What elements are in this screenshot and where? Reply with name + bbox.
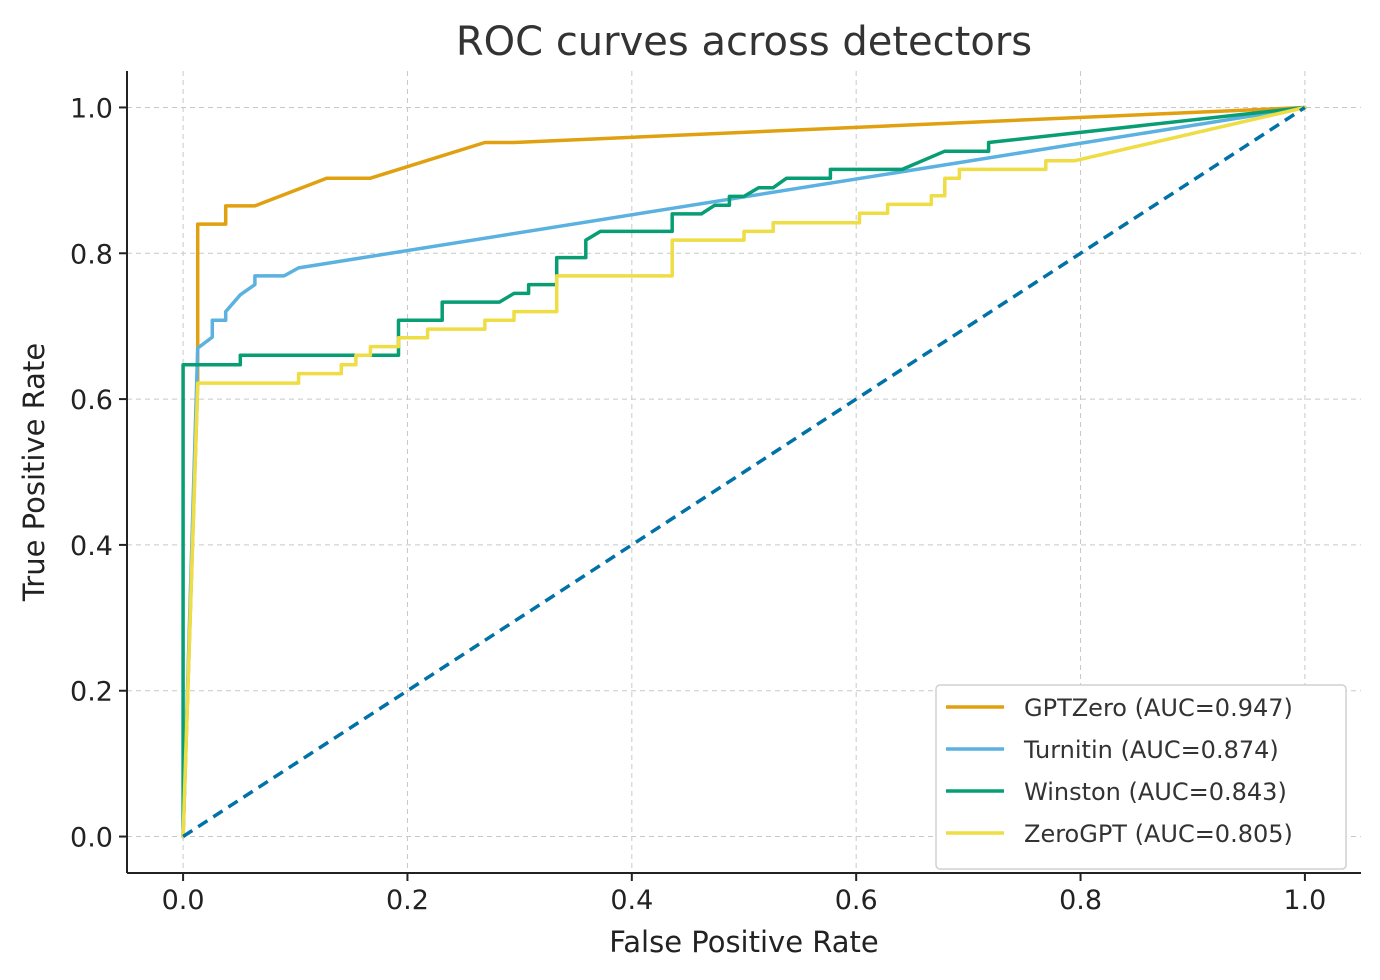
legend-entry-label: Winston (AUC=0.843) — [1024, 778, 1287, 806]
legend-entry-label: GPTZero (AUC=0.947) — [1024, 694, 1293, 722]
y-tick-label: 0.4 — [70, 531, 113, 562]
x-tick-label: 0.6 — [835, 885, 878, 916]
x-tick-label: 0.2 — [386, 885, 429, 916]
x-tick-label: 0.4 — [610, 885, 653, 916]
legend-frame — [935, 684, 1347, 870]
y-tick-label: 0.2 — [70, 677, 113, 708]
legend-entry-label: Turnitin (AUC=0.874) — [1023, 736, 1279, 764]
series-line-3 — [181, 105, 1307, 839]
series-line-1 — [181, 105, 1307, 839]
plot-lines — [181, 105, 1307, 839]
x-tick-label: 1.0 — [1283, 885, 1326, 916]
y-tick-label: 1.0 — [70, 93, 113, 124]
chart-title: ROC curves across detectors — [456, 19, 1032, 65]
ticks: 0.0 0.2 0.4 0.6 0.8 1.0 0.0 0.2 0.4 0.6 0.8 1.0 — [70, 93, 1326, 916]
axes — [126, 71, 1361, 874]
y-tick-label: 0.8 — [70, 239, 113, 270]
x-axis-label: False Positive Rate — [609, 925, 879, 959]
series-line-4 — [181, 105, 1307, 839]
y-tick-label: 0.0 — [70, 823, 113, 854]
legend-entry-label: ZeroGPT (AUC=0.805) — [1024, 820, 1293, 848]
series-line-2 — [181, 105, 1307, 839]
y-tick-label: 0.6 — [70, 385, 113, 416]
x-tick-label: 0.8 — [1059, 885, 1102, 916]
legend: GPTZero (AUC=0.947) Turnitin (AUC=0.874) W… — [935, 684, 1347, 870]
x-tick-label: 0.0 — [162, 885, 205, 916]
y-axis-label: True Positive Rate — [17, 343, 51, 602]
diagonal-reference-line — [182, 106, 1306, 838]
